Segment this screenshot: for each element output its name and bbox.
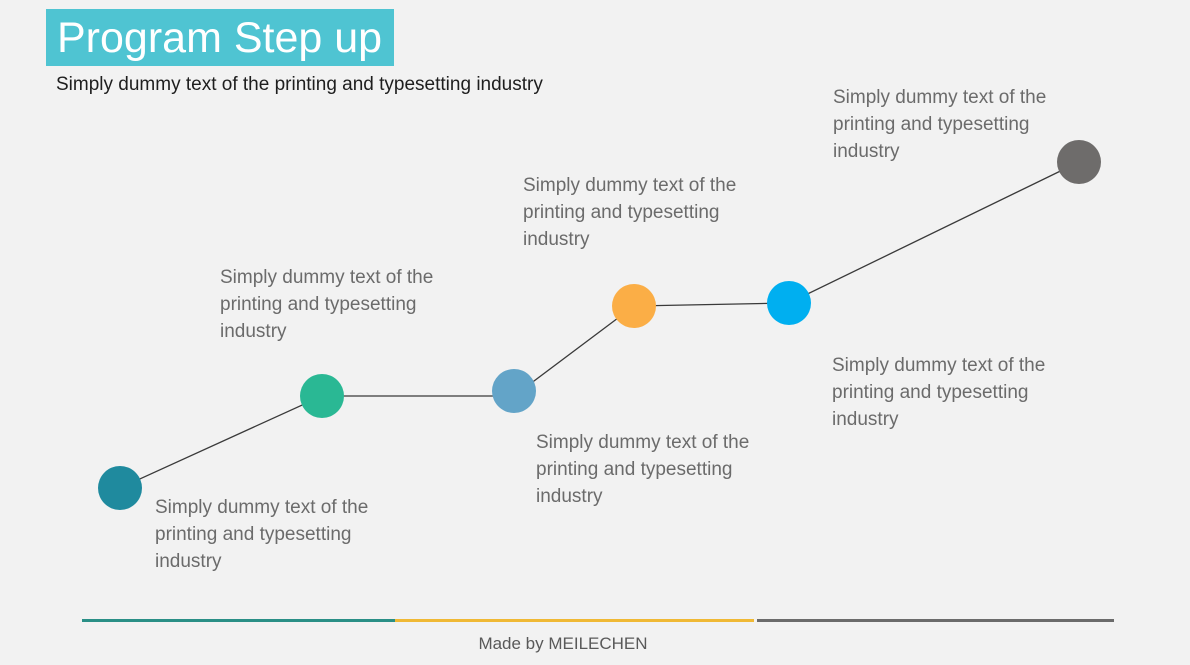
- step-node-4: [612, 284, 656, 328]
- step-text-2: Simply dummy text of the printing and typ…: [220, 267, 434, 342]
- step-node-1: [98, 466, 142, 510]
- step-text-1: Simply dummy text of the printing and typ…: [155, 497, 369, 572]
- footer-bar-3: [757, 619, 1114, 622]
- step-text-4: Simply dummy text of the printing and typ…: [523, 175, 737, 250]
- step-node-3: [492, 369, 536, 413]
- step-node-6: [1057, 140, 1101, 184]
- step-connector-line: [119, 161, 1080, 489]
- step-text-3: Simply dummy text of the printing and typ…: [536, 432, 750, 507]
- page-subtitle: Simply dummy text of the printing and ty…: [56, 74, 543, 95]
- step-node-2: [300, 374, 344, 418]
- page-title: Program Step up: [57, 14, 383, 62]
- step-text-5: Simply dummy text of the printing and typ…: [832, 355, 1046, 430]
- step-node-5: [767, 281, 811, 325]
- footer-bar-1: [82, 619, 395, 622]
- step-text-6: Simply dummy text of the printing and typ…: [833, 87, 1047, 162]
- title-banner: Program Step up: [46, 9, 394, 66]
- footer-credit: Made by MEILECHEN: [478, 634, 648, 653]
- footer-bar-2: [395, 619, 754, 622]
